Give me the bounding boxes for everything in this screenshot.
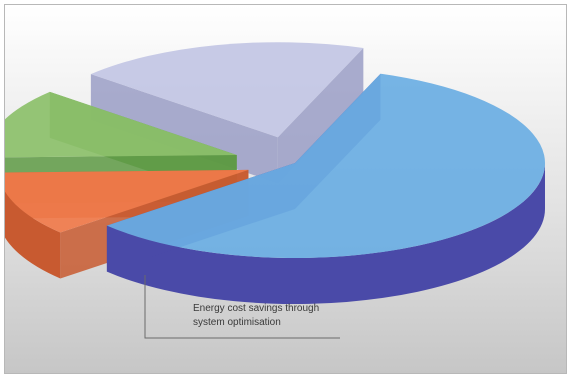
pie-slice-1-side xyxy=(106,163,545,304)
pie-slice-4-cut-2 xyxy=(277,47,364,184)
pie-chart: Energy cost savings through system optim… xyxy=(5,5,566,373)
annotation-line-2: system optimisation xyxy=(193,317,281,328)
pie-slice-2 xyxy=(5,169,249,233)
annotation-leader-line xyxy=(144,275,340,339)
pie-slices xyxy=(5,42,546,304)
annotation-line-1: Energy cost savings through xyxy=(193,303,319,314)
annotation: Energy cost savings through system optim… xyxy=(144,275,340,339)
chart-frame: Energy cost savings through system optim… xyxy=(4,4,567,374)
pie-slice-3 xyxy=(5,91,237,158)
pie-slice-4 xyxy=(90,42,364,138)
pie-slice-1 xyxy=(106,73,546,258)
